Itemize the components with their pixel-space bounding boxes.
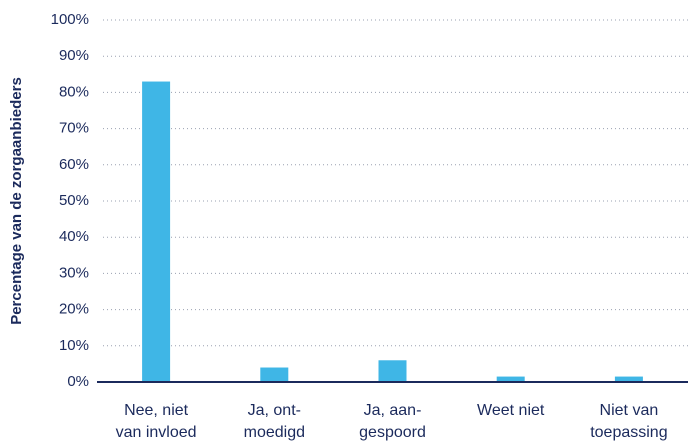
x-tick-label: Ja, aan- bbox=[364, 402, 422, 419]
y-tick-label: 70% bbox=[59, 120, 89, 137]
y-tick-label: 10% bbox=[59, 337, 89, 354]
x-tick-label: gespoord bbox=[359, 424, 426, 441]
bar bbox=[614, 376, 643, 382]
y-tick-label: 100% bbox=[51, 11, 89, 28]
y-tick-label: 40% bbox=[59, 228, 89, 245]
x-tick-label: Nee, niet bbox=[124, 402, 189, 419]
y-tick-label: 80% bbox=[59, 83, 89, 100]
y-tick-label: 50% bbox=[59, 192, 89, 209]
bar bbox=[378, 360, 407, 382]
bar bbox=[260, 367, 289, 382]
x-tick-label: toepassing bbox=[590, 424, 667, 441]
x-tick-label: van invloed bbox=[116, 424, 197, 441]
bar bbox=[142, 81, 171, 382]
x-tick-label: Weet niet bbox=[477, 402, 545, 419]
y-axis-label: Percentage van de zorgaanbieders bbox=[8, 77, 25, 325]
x-tick-label: moedigd bbox=[244, 424, 305, 441]
y-tick-label: 30% bbox=[59, 264, 89, 281]
x-tick-label: Ja, ont- bbox=[248, 402, 301, 419]
bar bbox=[496, 376, 525, 382]
y-tick-label: 90% bbox=[59, 47, 89, 64]
x-tick-label: Niet van bbox=[600, 402, 659, 419]
y-tick-label: 20% bbox=[59, 301, 89, 318]
y-tick-label: 0% bbox=[67, 373, 89, 390]
y-tick-label: 60% bbox=[59, 156, 89, 173]
